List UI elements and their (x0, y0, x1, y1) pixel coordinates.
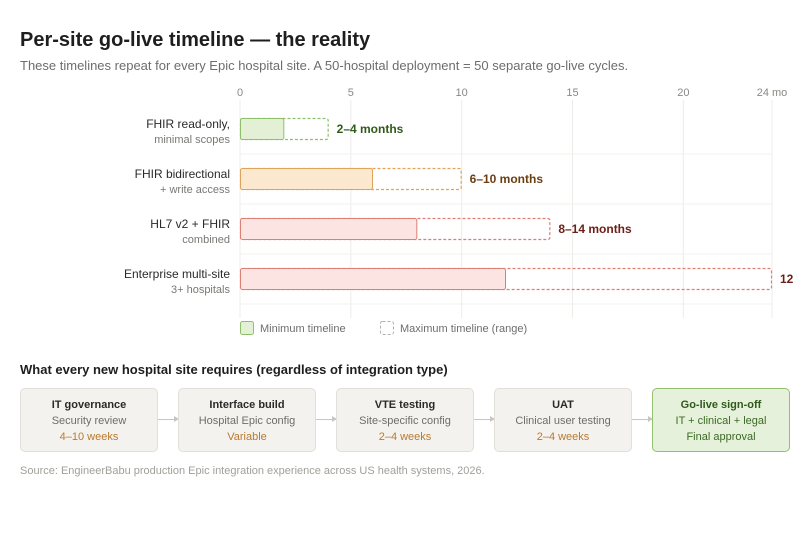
step-title: IT governance (51, 399, 127, 411)
step-duration: 4–10 weeks (59, 431, 119, 443)
legend-max-swatch (380, 321, 394, 335)
min-timeline-bar (240, 268, 506, 290)
x-tick-label: 10 (456, 87, 468, 99)
step-duration: 2–4 weeks (536, 431, 590, 443)
chart-subtitle: These timelines repeat for every Epic ho… (20, 58, 629, 73)
x-tick-label: 20 (677, 87, 689, 99)
step-subtitle: Security review (51, 415, 127, 427)
x-tick-label: 15 (566, 87, 578, 99)
x-tick-label: 24 mo (757, 87, 788, 99)
step-vte-testing: VTE testing Site-specific config 2–4 wee… (336, 388, 474, 452)
category-sublabel: 3+ hospitals (171, 284, 231, 296)
legend-max-label: Maximum timeline (range) (400, 323, 527, 335)
category-sublabel: combined (182, 234, 230, 246)
x-tick-label: 5 (348, 87, 354, 99)
step-title: Go-live sign-off (680, 399, 762, 411)
category-label: Enterprise multi-site (124, 267, 230, 281)
source-note: Source: EngineerBabu production Epic int… (20, 465, 485, 477)
step-title: VTE testing (374, 399, 436, 411)
arrow-icon (316, 416, 337, 422)
category-label: HL7 v2 + FHIR (150, 217, 230, 231)
requirements-title: What every new hospital site requires (r… (20, 362, 448, 377)
step-subtitle: Clinical user testing (515, 415, 611, 427)
data-label: 2–4 months (337, 122, 404, 136)
data-label: 8–14 months (558, 222, 632, 236)
chart-title: Per-site go-live timeline — the reality (20, 29, 371, 51)
arrow-icon (474, 416, 495, 422)
step-subtitle: Hospital Epic config (198, 415, 296, 427)
min-timeline-bar (240, 218, 418, 240)
min-timeline-bar (240, 168, 373, 190)
min-timeline-bar (240, 118, 285, 140)
step-subtitle: Site-specific config (359, 415, 451, 427)
step-it-governance: IT governance Security review 4–10 weeks (20, 388, 158, 452)
category-sublabel: minimal scopes (154, 134, 230, 146)
timeline-chart: 0 5 10 15 20 24 mo FHIR read-only, minimal scop… (124, 87, 794, 335)
data-label: 6–10 months (470, 172, 544, 186)
category-label: FHIR bidirectional (135, 167, 230, 181)
category-label: FHIR read-only, (146, 117, 230, 131)
data-label: 12 (780, 272, 794, 286)
arrow-icon (632, 416, 653, 422)
legend-min-swatch (240, 321, 254, 335)
step-duration: 2–4 weeks (378, 431, 432, 443)
arrow-icon (158, 416, 179, 422)
category-sublabel: + write access (160, 184, 230, 196)
step-interface-build: Interface build Hospital Epic config Var… (178, 388, 316, 452)
step-subtitle: IT + clinical + legal (675, 415, 767, 427)
x-tick-label: 0 (237, 87, 243, 99)
step-duration: Variable (227, 431, 267, 443)
legend-min-label: Minimum timeline (260, 323, 346, 335)
step-duration: Final approval (686, 431, 756, 443)
requirements-steps: IT governance Security review 4–10 weeks… (20, 388, 791, 454)
step-title: Interface build (209, 399, 285, 411)
step-go-live-sign-off: Go-live sign-off IT + clinical + legal F… (652, 388, 790, 452)
step-uat: UAT Clinical user testing 2–4 weeks (494, 388, 632, 452)
step-title: UAT (552, 399, 574, 411)
